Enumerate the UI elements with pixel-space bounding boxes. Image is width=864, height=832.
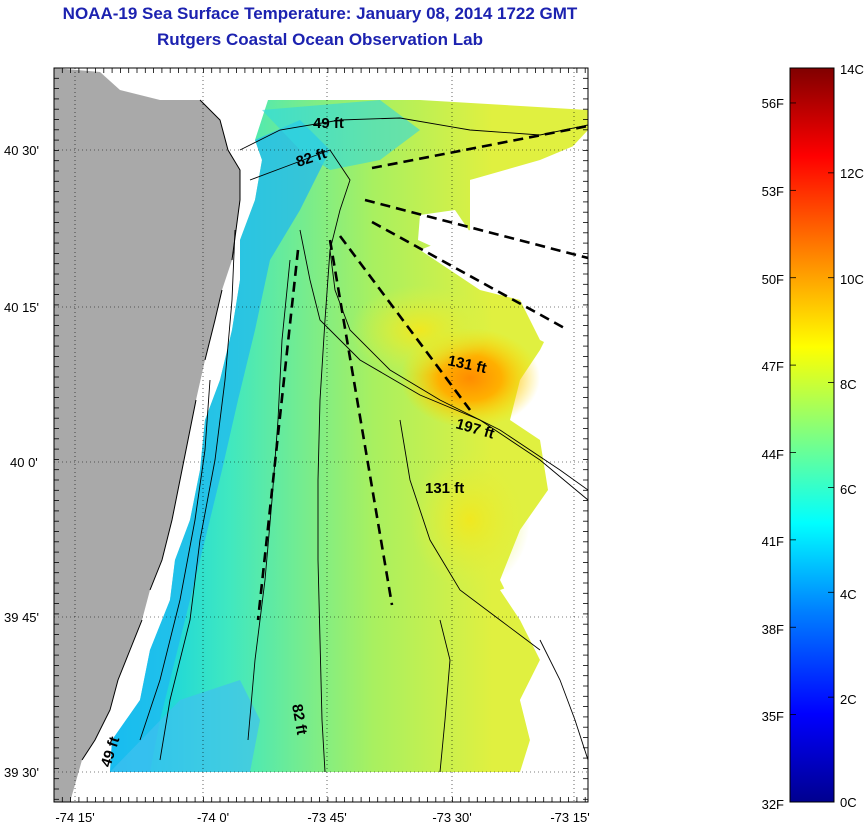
contour-label: 131 ft (425, 480, 464, 497)
colorbar-celsius-label: 2C (840, 692, 857, 707)
colorbar-celsius-label: 10C (840, 272, 864, 287)
plot-area: 49 ft 82 ft 131 ft 197 ft 131 ft 82 ft 4… (54, 68, 588, 802)
map-title: NOAA-19 Sea Surface Temperature: January… (62, 4, 578, 23)
axis-ticks (53, 67, 588, 802)
colorbar-celsius-label: 14C (840, 62, 864, 77)
lon-label: -73 15' (550, 810, 589, 825)
colorbar-fahrenheit-label: 47F (762, 359, 784, 374)
dashed-transects (256, 124, 588, 621)
contour-label: 82 ft (288, 703, 310, 736)
map-subtitle: Rutgers Coastal Ocean Observation Lab (157, 30, 483, 49)
colorbar-fahrenheit-label: 44F (762, 447, 784, 462)
lat-label: 39 30' (4, 765, 39, 780)
colorbar-celsius-label: 8C (840, 377, 857, 392)
sst-field (110, 100, 588, 772)
colorbar-celsius-label: 4C (840, 587, 857, 602)
colorbar-celsius-label: 12C (840, 166, 864, 181)
colorbar: 14C 12C 10C 8C 6C 4C 2C 0C 56F 53F 50F 4… (762, 62, 864, 812)
colorbar-fahrenheit-label: 38F (762, 622, 784, 637)
colorbar-fahrenheit-label: 50F (762, 272, 784, 287)
lat-label: 40 15' (4, 300, 39, 315)
lat-label: 40 30' (4, 143, 39, 158)
lon-label: -74 0' (197, 810, 229, 825)
graticule (54, 68, 588, 802)
colorbar-fahrenheit-label: 56F (762, 96, 784, 111)
lat-label: 40 0' (10, 455, 38, 470)
contour-label: 49 ft (313, 115, 344, 132)
lon-label: -73 45' (307, 810, 346, 825)
colorbar-fahrenheit-label: 53F (762, 184, 784, 199)
lat-label: 39 45' (4, 610, 39, 625)
plot-frame (53, 67, 589, 803)
colorbar-celsius-label: 0C (840, 795, 857, 810)
colorbar-fahrenheit-label: 35F (762, 709, 784, 724)
colorbar-fahrenheit-label: 32F (762, 797, 784, 812)
colorbar-celsius-label: 6C (840, 482, 857, 497)
colorbar-fahrenheit-label: 41F (762, 534, 784, 549)
lon-label: -73 30' (432, 810, 471, 825)
land-mass (54, 68, 240, 802)
lon-label: -74 15' (55, 810, 94, 825)
